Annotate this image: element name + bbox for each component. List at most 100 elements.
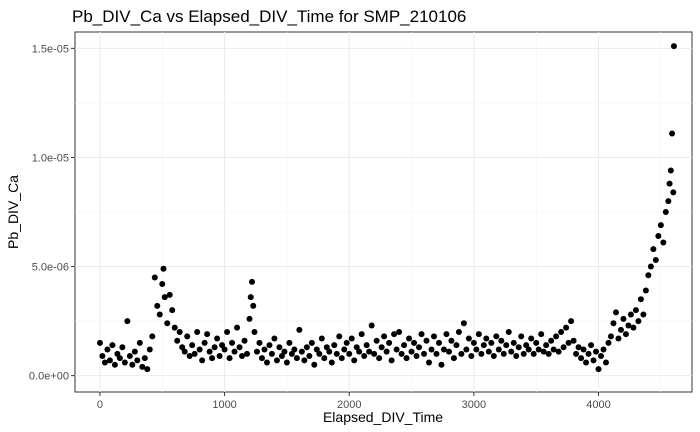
data-point bbox=[490, 353, 497, 359]
data-point bbox=[301, 357, 308, 364]
data-point bbox=[391, 331, 398, 338]
data-point bbox=[465, 335, 472, 342]
data-point bbox=[473, 346, 480, 353]
data-point bbox=[598, 353, 605, 359]
data-point bbox=[578, 355, 585, 362]
data-point bbox=[573, 350, 580, 357]
data-point bbox=[652, 257, 659, 263]
data-point bbox=[396, 329, 403, 335]
data-point bbox=[520, 350, 527, 357]
data-point bbox=[528, 335, 535, 342]
data-point bbox=[273, 357, 280, 364]
data-point bbox=[253, 348, 260, 355]
data-point bbox=[538, 331, 545, 338]
data-point bbox=[296, 326, 303, 333]
y-axis-ticks: 0.0e+00 5.0e-06 1.0e-05 1.5e-05 bbox=[29, 43, 75, 383]
data-point bbox=[134, 357, 141, 364]
data-point bbox=[657, 222, 664, 229]
data-point bbox=[179, 344, 186, 351]
data-point bbox=[246, 315, 253, 322]
data-point bbox=[341, 346, 348, 353]
data-point bbox=[160, 265, 167, 272]
data-point bbox=[421, 350, 428, 357]
data-point bbox=[515, 344, 522, 351]
data-point bbox=[221, 346, 228, 353]
data-point bbox=[635, 318, 642, 325]
data-point bbox=[271, 335, 278, 342]
grid-lines bbox=[75, 32, 692, 392]
data-point bbox=[495, 346, 502, 353]
data-point bbox=[331, 342, 338, 349]
data-point bbox=[518, 333, 525, 340]
data-point bbox=[209, 355, 216, 362]
data-point bbox=[343, 339, 350, 346]
data-point bbox=[256, 339, 263, 346]
data-point bbox=[201, 339, 208, 346]
data-point bbox=[416, 344, 423, 351]
data-point bbox=[206, 348, 213, 355]
data-point bbox=[251, 329, 258, 335]
data-point bbox=[500, 350, 507, 357]
data-point bbox=[214, 335, 221, 342]
data-point bbox=[186, 353, 193, 359]
data-point bbox=[493, 333, 500, 340]
x-axis-ticks: 0 1000 2000 3000 4000 bbox=[97, 392, 611, 411]
data-point bbox=[458, 350, 465, 357]
data-point bbox=[126, 353, 133, 359]
data-point bbox=[226, 355, 233, 362]
data-point bbox=[590, 357, 597, 364]
data-point bbox=[176, 329, 183, 335]
data-point bbox=[336, 333, 343, 340]
data-point bbox=[550, 346, 557, 353]
data-point bbox=[533, 339, 540, 346]
data-point bbox=[670, 189, 677, 196]
data-point bbox=[283, 359, 290, 366]
data-point bbox=[485, 348, 492, 355]
data-point bbox=[670, 43, 677, 50]
data-point bbox=[565, 339, 572, 346]
data-point bbox=[666, 180, 673, 187]
data-point bbox=[109, 342, 116, 349]
data-point bbox=[503, 342, 510, 349]
data-point bbox=[563, 324, 570, 331]
x-axis-title: Elapsed_DIV_Time bbox=[323, 409, 443, 425]
data-point bbox=[398, 350, 405, 357]
data-point bbox=[268, 350, 275, 357]
data-point bbox=[111, 361, 118, 368]
data-point bbox=[627, 311, 634, 318]
x-tick-label: 0 bbox=[97, 399, 103, 411]
data-point bbox=[263, 359, 270, 366]
y-tick-label: 1.0e-05 bbox=[32, 152, 69, 164]
data-point bbox=[411, 339, 418, 346]
data-point bbox=[381, 333, 388, 340]
data-point bbox=[219, 342, 226, 349]
x-tick-label: 1000 bbox=[212, 399, 236, 411]
data-point bbox=[318, 335, 325, 342]
data-point bbox=[211, 344, 218, 351]
data-point bbox=[543, 342, 550, 349]
data-point bbox=[174, 337, 181, 344]
data-point bbox=[146, 346, 153, 353]
data-point bbox=[328, 359, 335, 366]
data-point bbox=[508, 348, 515, 355]
data-point bbox=[632, 307, 639, 314]
data-point bbox=[655, 233, 662, 239]
data-point bbox=[131, 348, 138, 355]
data-point bbox=[525, 346, 532, 353]
y-tick-label: 1.5e-05 bbox=[32, 43, 69, 55]
data-point bbox=[266, 342, 273, 349]
data-point bbox=[204, 331, 211, 338]
data-point bbox=[498, 337, 505, 344]
data-point bbox=[610, 320, 617, 327]
data-point bbox=[199, 357, 206, 364]
data-point bbox=[231, 348, 238, 355]
data-point bbox=[408, 348, 415, 355]
data-point bbox=[470, 339, 477, 346]
data-point bbox=[418, 331, 425, 338]
x-tick-label: 2000 bbox=[337, 399, 361, 411]
data-point bbox=[121, 359, 128, 366]
data-point bbox=[426, 359, 432, 366]
data-point bbox=[585, 350, 592, 357]
data-point bbox=[194, 329, 201, 335]
data-point bbox=[353, 344, 360, 351]
